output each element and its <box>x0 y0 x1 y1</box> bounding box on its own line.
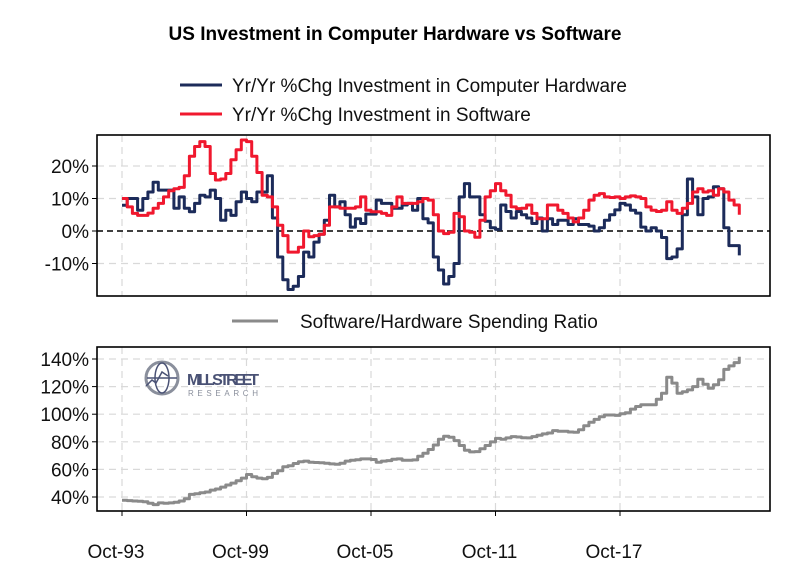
top-y-tick-label: 0% <box>62 222 90 243</box>
series-line-ratio <box>122 356 741 507</box>
top-y-tick-label: -10% <box>45 255 89 276</box>
logo-text-line2: RESEARCH <box>188 389 258 398</box>
legend-bottom: Software/Hardware Spending Ratio <box>232 312 598 333</box>
chart-title: US Investment in Computer Hardware vs So… <box>169 24 622 45</box>
legend-top: Yr/Yr %Chg Investment in Computer Hardwa… <box>180 76 627 126</box>
logo-trend-mark <box>145 370 169 387</box>
x-tick-label: Oct-17 <box>585 542 642 563</box>
top-series <box>122 138 741 291</box>
logo-text-line1: MILL STREET <box>187 372 259 389</box>
bottom-y-tick-label: 80% <box>51 433 89 454</box>
top-y-axis: 20% 10% 0% -10% <box>45 157 97 276</box>
legend-label-software: Yr/Yr %Chg Investment in Software <box>232 105 531 126</box>
x-tick-label: Oct-93 <box>87 542 144 563</box>
series-line-software <box>122 138 741 254</box>
bottom-y-tick-label: 120% <box>40 378 89 399</box>
x-tick-label: Oct-05 <box>336 542 393 563</box>
top-y-tick-label: 20% <box>51 157 89 178</box>
logo: MILL STREET RESEARCH <box>144 360 259 398</box>
bottom-y-tick-label: 100% <box>40 405 89 426</box>
x-axis: Oct-93 Oct-99 Oct-05 Oct-11 Oct-17 <box>87 511 643 563</box>
globe-icon <box>144 360 180 396</box>
bottom-y-tick-label: 40% <box>51 488 89 509</box>
top-plot-frame <box>96 134 771 297</box>
bottom-series <box>122 356 741 507</box>
x-tick-label: Oct-11 <box>462 542 518 563</box>
top-y-tick-label: 10% <box>51 190 89 211</box>
legend-label-hardware: Yr/Yr %Chg Investment in Computer Hardwa… <box>232 76 627 97</box>
bottom-plot-frame <box>96 346 771 512</box>
bottom-gridlines <box>97 347 770 511</box>
x-tick-label: Oct-99 <box>212 542 269 563</box>
bottom-y-tick-label: 140% <box>40 350 89 371</box>
series-line-hardware <box>122 174 741 291</box>
bottom-y-axis: 140% 120% 100% 80% 60% 40% <box>40 350 97 509</box>
bottom-y-tick-label: 60% <box>51 460 89 481</box>
legend-label-ratio: Software/Hardware Spending Ratio <box>300 312 598 333</box>
